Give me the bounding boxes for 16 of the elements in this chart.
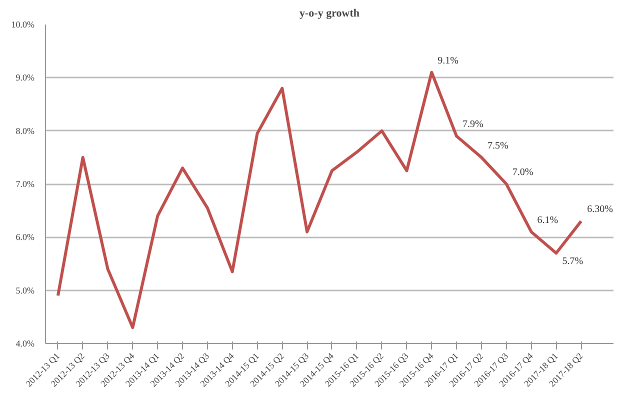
data-label: 7.0%: [512, 167, 534, 178]
data-label: 6.30%: [587, 204, 613, 216]
y-tick-label: 5.0%: [16, 285, 36, 296]
y-tick-label: 9.0%: [16, 72, 36, 83]
data-label: 7.9%: [462, 119, 484, 130]
y-tick-label: 10.0%: [11, 20, 36, 30]
y-tick-label: 4.0%: [16, 338, 36, 348]
data-label: 6.1%: [537, 214, 558, 226]
y-tick-label: 8.0%: [16, 126, 36, 136]
data-label: 7.5%: [487, 140, 508, 152]
data-label: 5.7%: [562, 256, 584, 268]
y-tick-label: 7.0%: [16, 179, 36, 189]
y-tick-label: 6.0%: [16, 232, 36, 242]
chart-title: y-o-y growth: [300, 8, 360, 20]
data-label: 9.1%: [438, 55, 458, 66]
line-series: [56, 70, 583, 330]
